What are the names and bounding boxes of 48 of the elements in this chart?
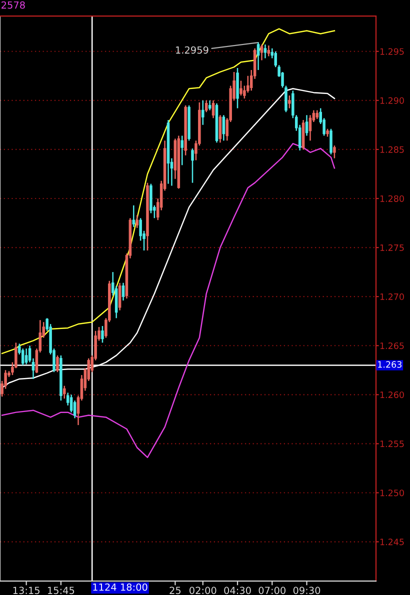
candlestick bbox=[136, 214, 138, 229]
candlestick bbox=[24, 348, 28, 365]
x-tick-label: 25 bbox=[170, 586, 181, 594]
candlestick bbox=[240, 80, 242, 96]
x-tick-label: 07:00 bbox=[258, 586, 286, 594]
x-tick-label: 15:45 bbox=[48, 586, 74, 594]
y-tick-label: 1.275 bbox=[380, 244, 404, 251]
candlestick bbox=[218, 114, 222, 144]
y-tick-label: 1.290 bbox=[380, 97, 404, 104]
candlestick bbox=[267, 44, 270, 57]
candlestick bbox=[330, 128, 332, 155]
candlestick bbox=[305, 114, 308, 136]
candlestick bbox=[21, 348, 24, 366]
y-tick-label: 1.295 bbox=[380, 48, 404, 55]
y-tick-label: 1.265 bbox=[380, 342, 404, 350]
annotation: 1.2959 bbox=[176, 46, 208, 54]
candlestick bbox=[63, 385, 66, 400]
x-tick-label: 13:15 bbox=[13, 586, 40, 594]
candlestick bbox=[333, 144, 336, 159]
y-tick-label: 1.260 bbox=[380, 391, 404, 398]
candlestick bbox=[56, 354, 59, 373]
x-tick-label: 04:30 bbox=[224, 586, 251, 594]
y-tick-label: 1.250 bbox=[380, 490, 404, 496]
y-tick-label: 1.280 bbox=[380, 195, 404, 202]
candlestick bbox=[288, 94, 291, 109]
text: 2578 bbox=[2, 1, 25, 9]
y-tick-label: 1.285 bbox=[380, 146, 404, 153]
candlestick bbox=[118, 282, 122, 311]
candlestick bbox=[260, 44, 264, 61]
y-tick-label: 1.255 bbox=[380, 440, 404, 448]
candlestick bbox=[101, 325, 104, 344]
ref-line-label: 1.263 bbox=[378, 361, 402, 368]
x-tick-label: 09:30 bbox=[293, 586, 320, 594]
y-tick-label: 1.245 bbox=[380, 538, 404, 546]
candlestick bbox=[132, 204, 136, 228]
candlestick bbox=[222, 114, 226, 142]
x-tick-label: 02:00 bbox=[190, 586, 216, 594]
candlestick bbox=[180, 135, 184, 166]
candlestick bbox=[264, 44, 267, 59]
candlestick bbox=[212, 100, 215, 119]
candlestick bbox=[208, 100, 212, 111]
candlestick bbox=[122, 282, 125, 302]
candlestick bbox=[256, 42, 260, 71]
candlestick bbox=[202, 100, 204, 126]
ref-line-label: 1124 18:00 bbox=[93, 583, 148, 591]
candlestick bbox=[191, 148, 194, 184]
y-tick-label: 1.270 bbox=[380, 293, 404, 300]
candlestick bbox=[204, 100, 208, 113]
